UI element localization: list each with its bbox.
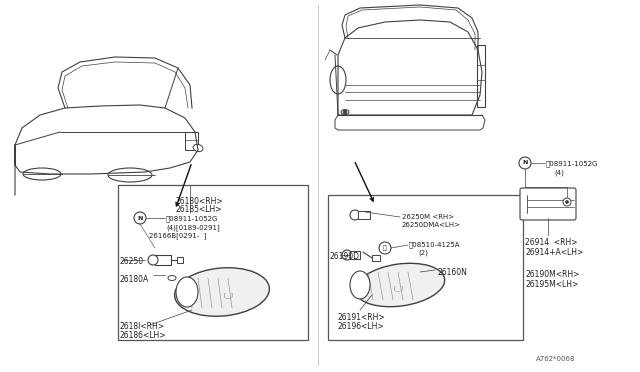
Circle shape: [343, 110, 347, 114]
Ellipse shape: [355, 263, 445, 307]
Text: 26195M<LH>: 26195M<LH>: [525, 280, 579, 289]
Ellipse shape: [168, 276, 176, 280]
Circle shape: [379, 242, 391, 254]
Bar: [118, 185, 308, 340]
Text: [__]: [__]: [393, 285, 403, 291]
Bar: [358, 211, 370, 219]
Circle shape: [519, 157, 531, 169]
Text: ⓝ08911-1052G: ⓝ08911-1052G: [546, 160, 598, 167]
Text: 26186<LH>: 26186<LH>: [120, 331, 166, 340]
Bar: [477, 45, 485, 107]
Text: 26166B[0291-  ]: 26166B[0291- ]: [149, 232, 207, 239]
Ellipse shape: [175, 268, 269, 316]
Text: 26190M<RH>: 26190M<RH>: [525, 270, 579, 279]
Ellipse shape: [23, 168, 61, 180]
Text: 26250DMA<LH>: 26250DMA<LH>: [402, 222, 461, 228]
Text: 2618I<RH>: 2618I<RH>: [120, 322, 165, 331]
Bar: [328, 195, 523, 340]
Text: Ⓝ08510-4125A: Ⓝ08510-4125A: [409, 241, 461, 248]
Text: ⓝ08911-1052G: ⓝ08911-1052G: [166, 215, 218, 222]
Bar: [185, 132, 198, 150]
Text: 26914+A<LH>: 26914+A<LH>: [525, 248, 583, 257]
Circle shape: [148, 255, 158, 265]
Ellipse shape: [176, 277, 198, 307]
Text: 26196<LH>: 26196<LH>: [338, 322, 385, 331]
Bar: [177, 257, 183, 263]
Text: 26191<RH>: 26191<RH>: [338, 313, 386, 322]
Bar: [350, 251, 360, 259]
Bar: [372, 255, 380, 261]
FancyBboxPatch shape: [520, 188, 576, 220]
Text: [__]: [__]: [223, 292, 233, 298]
Ellipse shape: [350, 271, 370, 299]
Bar: [155, 255, 171, 265]
Text: 26190D: 26190D: [330, 252, 360, 261]
Text: 26914  <RH>: 26914 <RH>: [525, 238, 577, 247]
Ellipse shape: [330, 66, 346, 94]
Text: (2): (2): [418, 250, 428, 257]
Circle shape: [350, 210, 360, 220]
Text: (4): (4): [554, 169, 564, 176]
Text: A762*0068: A762*0068: [536, 356, 575, 362]
Circle shape: [566, 201, 568, 203]
Text: N: N: [138, 215, 143, 221]
Ellipse shape: [193, 144, 203, 152]
Text: 26250: 26250: [120, 257, 144, 266]
Text: 26180A: 26180A: [120, 275, 149, 284]
Text: 26250M <RH>: 26250M <RH>: [402, 214, 454, 220]
Text: 26180<RH>: 26180<RH>: [175, 197, 223, 206]
Text: N: N: [522, 160, 528, 166]
Ellipse shape: [341, 109, 349, 115]
Circle shape: [342, 250, 352, 260]
Ellipse shape: [108, 168, 152, 182]
Text: 26185<LH>: 26185<LH>: [175, 205, 221, 214]
Circle shape: [563, 198, 571, 206]
Circle shape: [134, 212, 146, 224]
Text: 26160N: 26160N: [437, 268, 467, 277]
Text: (4)[0189-0291]: (4)[0189-0291]: [166, 224, 220, 231]
Text: Ⓜ: Ⓜ: [383, 245, 387, 251]
